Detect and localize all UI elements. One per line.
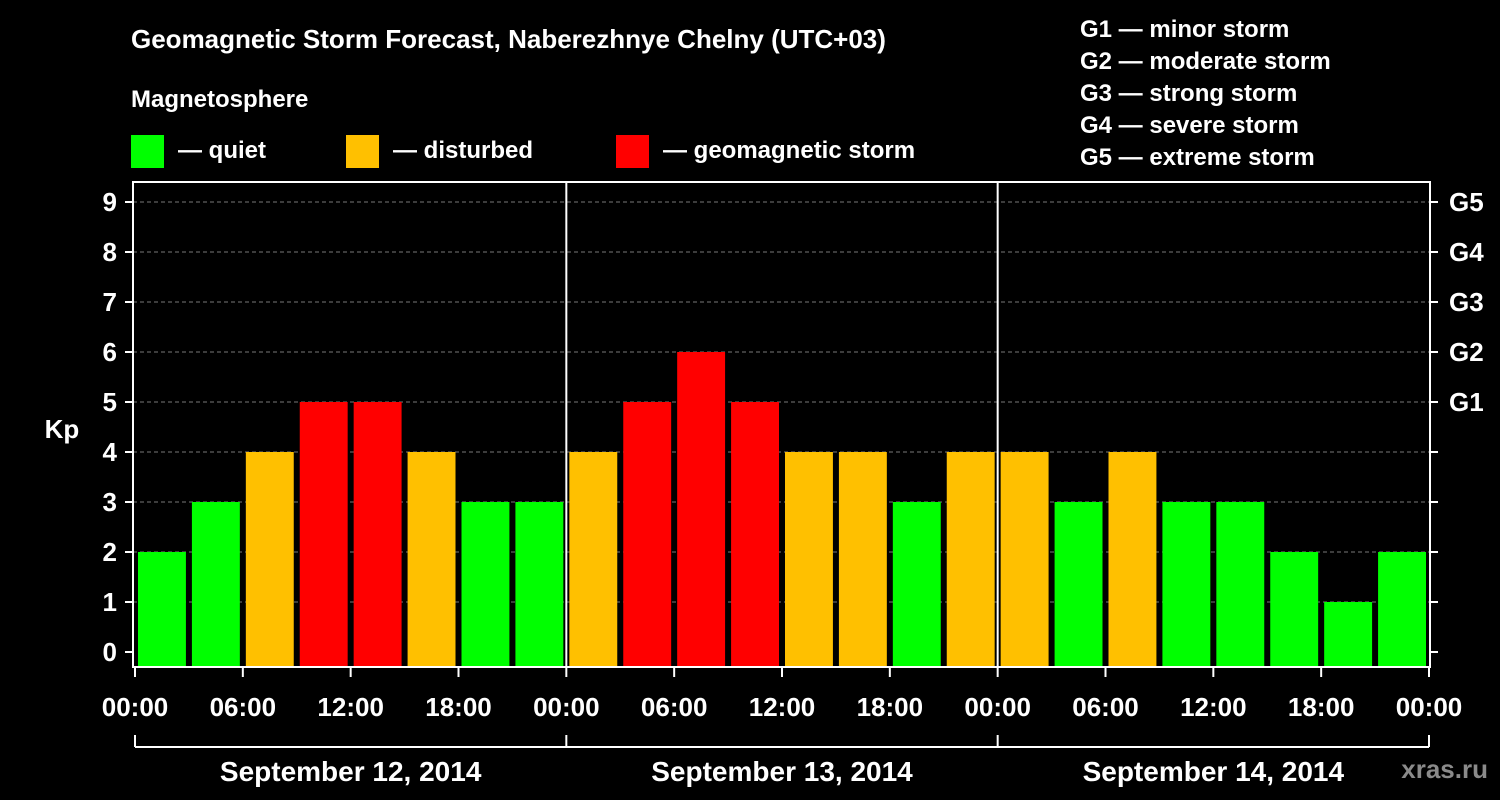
- x-tick-label-11: 18:00: [1288, 692, 1355, 722]
- legend-label-quiet: — quiet: [178, 137, 266, 164]
- g-level-label-g3: G3: [1449, 287, 1484, 317]
- x-tick-label-5: 06:00: [641, 692, 708, 722]
- legend-item-disturbed: — disturbed: [346, 134, 533, 168]
- legend-item-storm: — geomagnetic storm: [616, 134, 915, 168]
- kp-bar-23: [1324, 602, 1373, 667]
- legend-label-storm: — geomagnetic storm: [663, 137, 916, 164]
- x-tick-label-8: 00:00: [964, 692, 1031, 722]
- y-tick-label-8: 8: [103, 237, 117, 267]
- kp-bar-21: [1216, 502, 1265, 667]
- storm-scale-g5: G5 — extreme storm: [1080, 144, 1315, 171]
- kp-bar-9: [569, 452, 618, 667]
- y-tick-label-1: 1: [103, 587, 117, 617]
- kp-bar-6: [407, 452, 456, 667]
- y-tick-label-6: 6: [103, 337, 117, 367]
- x-tick-label-3: 18:00: [425, 692, 492, 722]
- legend-item-quiet: — quiet: [131, 134, 266, 168]
- x-tick-label-10: 12:00: [1180, 692, 1247, 722]
- y-tick-label-7: 7: [103, 287, 117, 317]
- kp-bar-3: [245, 452, 294, 667]
- y-axis-label: Kp: [45, 414, 80, 444]
- y-tick-label-5: 5: [103, 387, 117, 417]
- kp-bar-19: [1108, 452, 1157, 667]
- storm-scale-list: G1 — minor storm G2 — moderate storm G3 …: [1080, 14, 1331, 174]
- storm-scale-g3: G3 — strong storm: [1080, 80, 1298, 107]
- legend-swatch-disturbed: [346, 134, 379, 168]
- kp-bar-14: [838, 452, 887, 667]
- y-tick-label-3: 3: [103, 487, 117, 517]
- kp-bar-11: [677, 352, 726, 667]
- kp-bar-2: [191, 502, 240, 667]
- x-tick-label-6: 12:00: [749, 692, 816, 722]
- g-level-label-g4: G4: [1449, 237, 1484, 267]
- x-tick-label-4: 00:00: [533, 692, 600, 722]
- x-tick-label-9: 06:00: [1072, 692, 1139, 722]
- legend-swatch-storm: [616, 134, 649, 168]
- x-tick-label-0: 00:00: [102, 692, 169, 722]
- kp-bar-22: [1270, 552, 1319, 667]
- storm-scale-g1: G1 — minor storm: [1080, 16, 1290, 43]
- chart-title: Geomagnetic Storm Forecast, Naberezhnye …: [131, 24, 886, 54]
- g-level-label-g1: G1: [1449, 387, 1484, 417]
- y-tick-label-9: 9: [103, 187, 117, 217]
- x-tick-label-2: 12:00: [317, 692, 384, 722]
- kp-bar-12: [731, 402, 779, 667]
- g-level-label-g2: G2: [1449, 337, 1484, 367]
- kp-bar-7: [461, 502, 510, 667]
- kp-bar-15: [892, 502, 941, 667]
- kp-bar-17: [1000, 452, 1049, 667]
- kp-bar-1: [138, 552, 186, 667]
- day-label-1: September 12, 2014: [220, 756, 482, 787]
- y-tick-label-0: 0: [103, 637, 117, 667]
- kp-bar-4: [299, 402, 348, 667]
- kp-bar-8: [515, 502, 564, 667]
- legend-swatch-quiet: [131, 134, 164, 168]
- day-label-3: September 14, 2014: [1083, 756, 1345, 787]
- y-tick-label-4: 4: [103, 437, 118, 467]
- kp-bar-24: [1378, 552, 1426, 667]
- kp-bar-5: [353, 402, 402, 667]
- x-tick-label-7: 18:00: [857, 692, 924, 722]
- legend-label-disturbed: — disturbed: [393, 137, 534, 164]
- x-tick-label-12: 00:00: [1396, 692, 1463, 722]
- day-label-2: September 13, 2014: [651, 756, 913, 787]
- watermark: xras.ru: [1401, 754, 1488, 784]
- g-level-label-g5: G5: [1449, 187, 1484, 217]
- storm-scale-g4: G4 — severe storm: [1080, 112, 1299, 139]
- kp-bar-18: [1054, 502, 1103, 667]
- x-tick-label-1: 06:00: [210, 692, 277, 722]
- storm-scale-g2: G2 — moderate storm: [1080, 48, 1331, 75]
- kp-bar-13: [785, 452, 833, 667]
- kp-bar-16: [946, 452, 995, 667]
- kp-bar-20: [1162, 502, 1211, 667]
- y-tick-label-2: 2: [103, 537, 117, 567]
- kp-bar-10: [623, 402, 672, 667]
- legend-title: Magnetosphere: [131, 86, 309, 113]
